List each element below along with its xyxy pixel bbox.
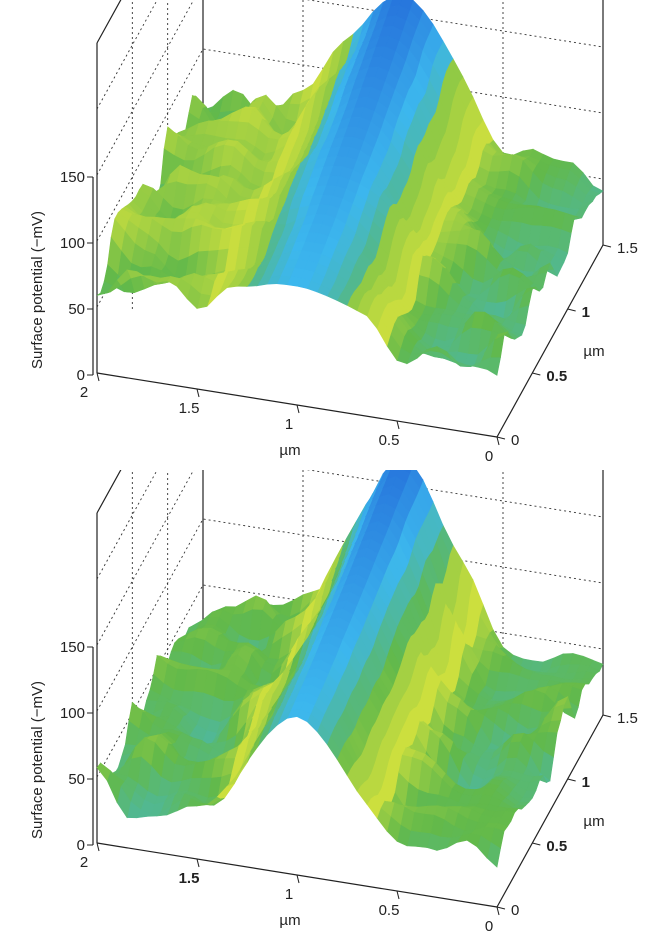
x-axis-title: µm	[279, 442, 300, 459]
x-tick-label: 2	[80, 854, 88, 871]
surface-cell	[96, 291, 111, 296]
y-tick	[532, 372, 541, 376]
x-tick-label: 0	[485, 448, 493, 465]
z-tick-label: 50	[68, 301, 85, 318]
y-axis-title: µm	[583, 343, 604, 360]
box-top-edge	[96, 470, 122, 514]
z-axis-title: Surface potential (−mV)	[29, 211, 46, 369]
z-tick-label: 100	[60, 705, 85, 722]
y-axis-title: µm	[583, 813, 604, 830]
y-tick	[496, 436, 506, 440]
y-tick	[602, 244, 612, 248]
y-tick-label: 0.5	[546, 838, 567, 855]
y-axis-line	[496, 714, 604, 908]
z-tick-label: 0	[77, 367, 85, 384]
surface-plot-bottom: 2 1.5 1 0.5 0 0 0.5 1 1.5 150 100 50 0 µm µm Surface po…	[0, 470, 650, 940]
y-tick	[567, 308, 576, 312]
surface-cell	[96, 762, 111, 782]
x-axis-title: µm	[279, 912, 300, 929]
x-tick	[196, 858, 200, 868]
y-tick	[602, 714, 612, 718]
z-tick-label: 0	[77, 837, 85, 854]
z-tick-label: 150	[60, 639, 85, 656]
x-tick	[296, 404, 300, 414]
y-tick	[532, 842, 541, 846]
z-tick-label: 100	[60, 235, 85, 252]
y-tick-label: 1	[582, 304, 590, 321]
y-tick-label: 0	[511, 902, 519, 919]
x-tick	[96, 372, 100, 382]
x-tick	[396, 420, 400, 430]
x-tick	[296, 874, 300, 884]
x-tick	[196, 388, 200, 398]
x-tick-label: 1	[285, 886, 293, 903]
z-tick-label: 150	[60, 169, 85, 186]
x-tick-label: 2	[80, 384, 88, 401]
surface-plot-top: 2 1.5 1 0.5 0 0 0.5 1 1.5 150 100 50 0 µm µm Surface po…	[29, 0, 638, 465]
y-tick-label: 0.5	[546, 368, 567, 385]
x-tick	[496, 436, 500, 446]
x-tick-label: 1.5	[179, 870, 200, 887]
x-tick	[396, 890, 400, 900]
x-tick-label: 0.5	[379, 902, 400, 919]
x-tick-label: 0.5	[379, 432, 400, 449]
y-tick-label: 1.5	[617, 710, 638, 727]
x-tick	[96, 842, 100, 852]
surface-plot-bottom-svg: 2 1.5 1 0.5 0 0 0.5 1 1.5 150 100 50 0 µm µm Surface po…	[29, 470, 638, 935]
z-tick-label: 50	[68, 771, 85, 788]
x-tick-label: 0	[485, 918, 493, 935]
y-tick-label: 1	[582, 774, 590, 791]
x-tick-label: 1	[285, 416, 293, 433]
y-tick-label: 1.5	[617, 240, 638, 257]
y-tick-label: 0	[511, 432, 519, 449]
y-tick	[496, 906, 506, 910]
x-tick	[496, 906, 500, 916]
surface-plot-top-svg: 2 1.5 1 0.5 0 0 0.5 1 1.5 150 100 50 0 µm µm Surface po…	[29, 0, 638, 465]
y-axis-line	[496, 244, 604, 438]
x-tick-label: 1.5	[179, 400, 200, 417]
y-tick	[567, 778, 576, 782]
z-axis-title: Surface potential (−mV)	[29, 681, 46, 839]
